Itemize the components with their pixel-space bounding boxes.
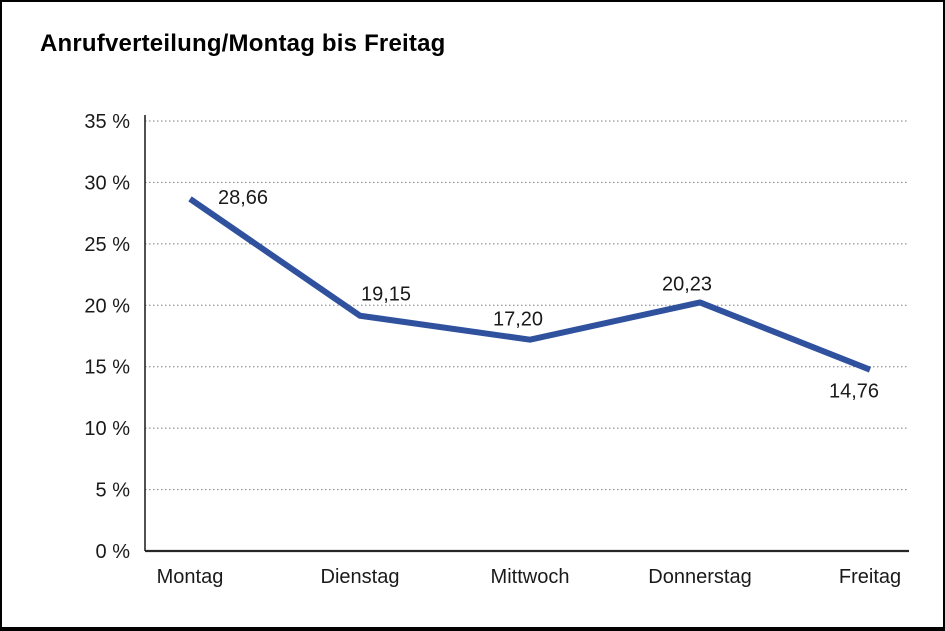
point-label: 20,23 [662,273,712,295]
x-category-label: Freitag [839,566,901,588]
x-category-label: Donnerstag [648,566,751,588]
x-category-label: Montag [157,566,224,588]
y-tick-label: 30 % [84,172,130,194]
data-line [188,196,872,373]
y-tick-label: 5 % [96,480,131,502]
point-label: 19,15 [361,284,411,306]
chart-title: Anrufverteilung/Montag bis Freitag [40,30,446,57]
y-tick-label: 10 % [84,418,130,440]
point-label: 17,20 [493,309,543,331]
point-label: 28,66 [218,187,268,209]
y-tick-label: 35 % [84,111,130,133]
x-category-label: Mittwoch [491,566,570,588]
x-category-label: Dienstag [321,566,400,588]
y-tick-label: 0 % [96,541,131,563]
y-tick-label: 15 % [84,357,130,379]
y-tick-label: 25 % [84,234,130,256]
point-label: 14,76 [829,381,879,403]
y-tick-label: 20 % [84,295,130,317]
